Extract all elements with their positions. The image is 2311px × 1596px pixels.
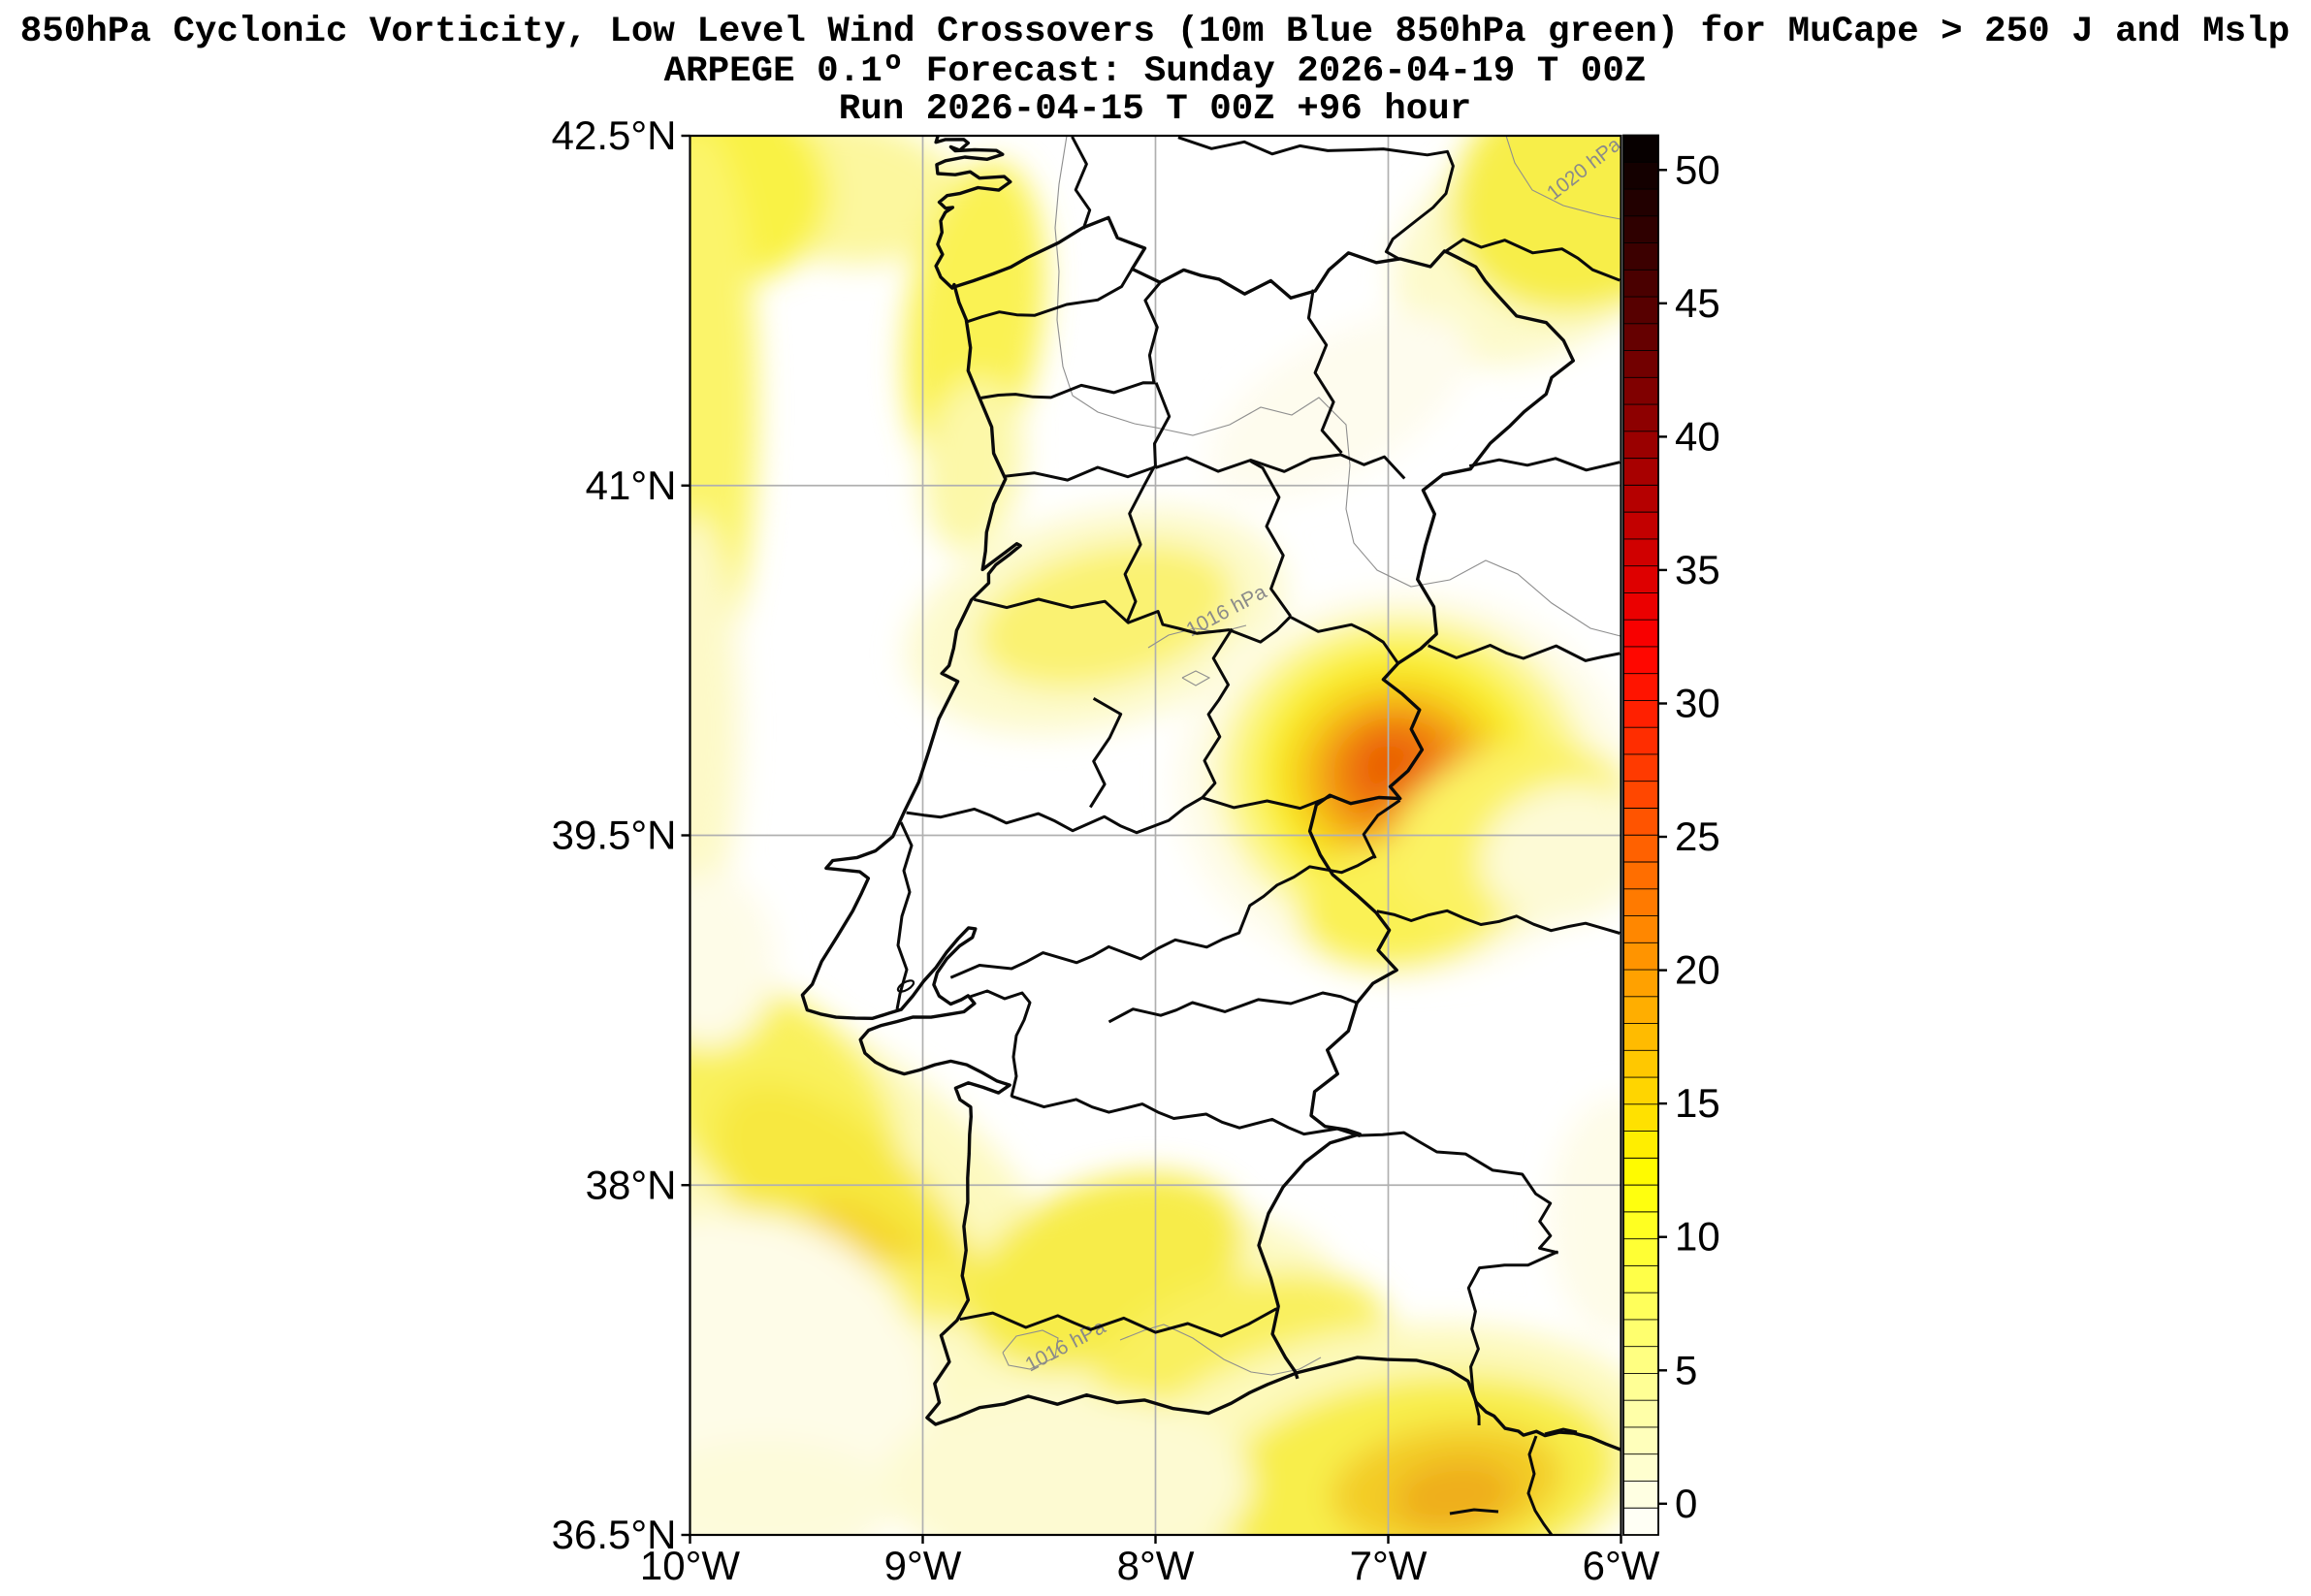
svg-text:20: 20 xyxy=(1675,947,1720,993)
svg-text:15: 15 xyxy=(1675,1080,1720,1126)
svg-text:850hPa Cyclonic Vorticity, Low: 850hPa Cyclonic Vorticity, Low Level Win… xyxy=(20,12,2290,52)
svg-text:50: 50 xyxy=(1675,146,1720,192)
svg-text:ARPEGE 0.1º Forecast: Sunday 2: ARPEGE 0.1º Forecast: Sunday 2026-04-19 … xyxy=(664,51,1647,92)
svg-text:0: 0 xyxy=(1675,1481,1697,1526)
svg-text:36.5°N: 36.5°N xyxy=(552,1512,677,1557)
svg-text:35: 35 xyxy=(1675,547,1720,592)
svg-text:39.5°N: 39.5°N xyxy=(552,813,677,858)
svg-text:9°W: 9°W xyxy=(884,1543,962,1588)
svg-text:10°W: 10°W xyxy=(640,1543,741,1588)
svg-text:8°W: 8°W xyxy=(1117,1543,1195,1588)
svg-text:Run 2026-04-15 T 00Z +96 hour: Run 2026-04-15 T 00Z +96 hour xyxy=(839,89,1472,130)
svg-text:6°W: 6°W xyxy=(1583,1543,1660,1588)
svg-text:41°N: 41°N xyxy=(586,463,677,508)
svg-text:30: 30 xyxy=(1675,681,1720,726)
svg-text:10: 10 xyxy=(1675,1214,1720,1260)
svg-text:25: 25 xyxy=(1675,814,1720,859)
svg-text:7°W: 7°W xyxy=(1350,1543,1428,1588)
svg-text:5: 5 xyxy=(1675,1347,1697,1392)
svg-text:42.5°N: 42.5°N xyxy=(552,112,677,158)
svg-text:40: 40 xyxy=(1675,413,1720,459)
svg-text:38°N: 38°N xyxy=(586,1162,677,1207)
svg-text:45: 45 xyxy=(1675,280,1720,326)
